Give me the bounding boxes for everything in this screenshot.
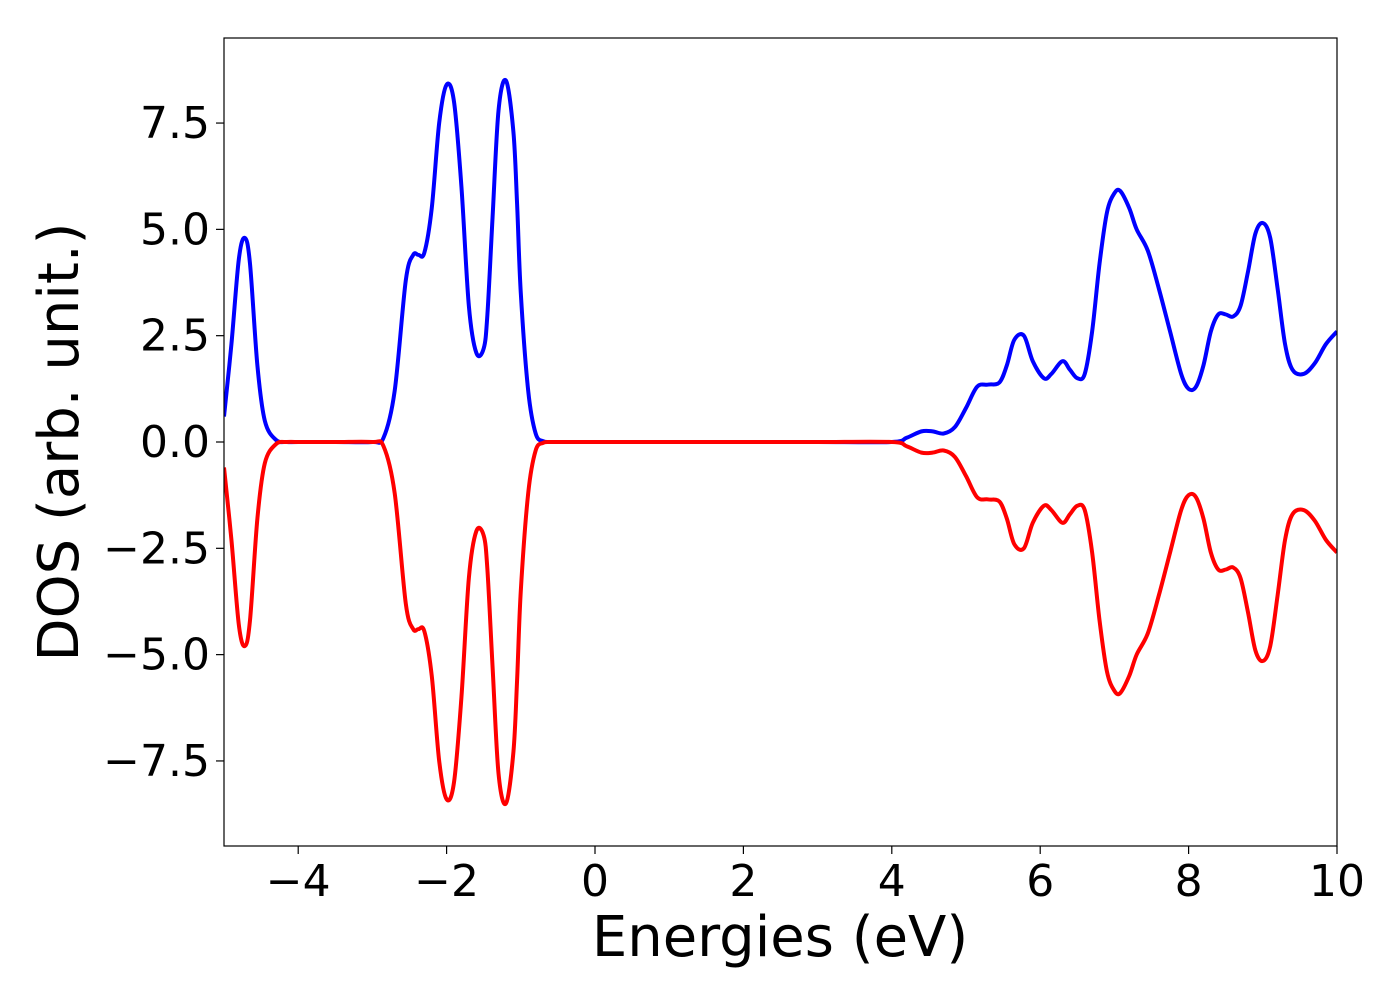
x-tick-label: −2 xyxy=(414,856,479,907)
x-tick-label: −4 xyxy=(266,856,331,907)
dos-line-red xyxy=(224,439,1337,807)
x-tick-label: 6 xyxy=(1026,856,1054,907)
x-tick-label: 0 xyxy=(581,856,609,907)
x-tick-label: 2 xyxy=(729,856,757,907)
x-axis-ticks: −4 −2 0 2 4 6 8 10 xyxy=(266,846,1365,907)
series-layer xyxy=(224,77,1337,807)
y-tick-label: −7.5 xyxy=(103,736,210,787)
y-tick-label: 2.5 xyxy=(140,311,210,362)
dos-line-blue xyxy=(224,77,1337,445)
x-tick-label: 8 xyxy=(1175,856,1203,907)
y-axis-ticks: −7.5 −5.0 −2.5 0.0 2.5 5.0 7.5 xyxy=(103,98,224,787)
y-tick-label: −5.0 xyxy=(103,630,210,681)
y-tick-label: 5.0 xyxy=(140,204,210,255)
y-axis-label: DOS (arb. unit.) xyxy=(27,222,92,661)
y-tick-label: 7.5 xyxy=(140,98,210,149)
y-tick-label: 0.0 xyxy=(140,417,210,468)
x-tick-label: 10 xyxy=(1309,856,1365,907)
x-axis-label: Energies (eV) xyxy=(592,905,968,970)
y-tick-label: −2.5 xyxy=(103,523,210,574)
x-tick-label: 4 xyxy=(878,856,906,907)
